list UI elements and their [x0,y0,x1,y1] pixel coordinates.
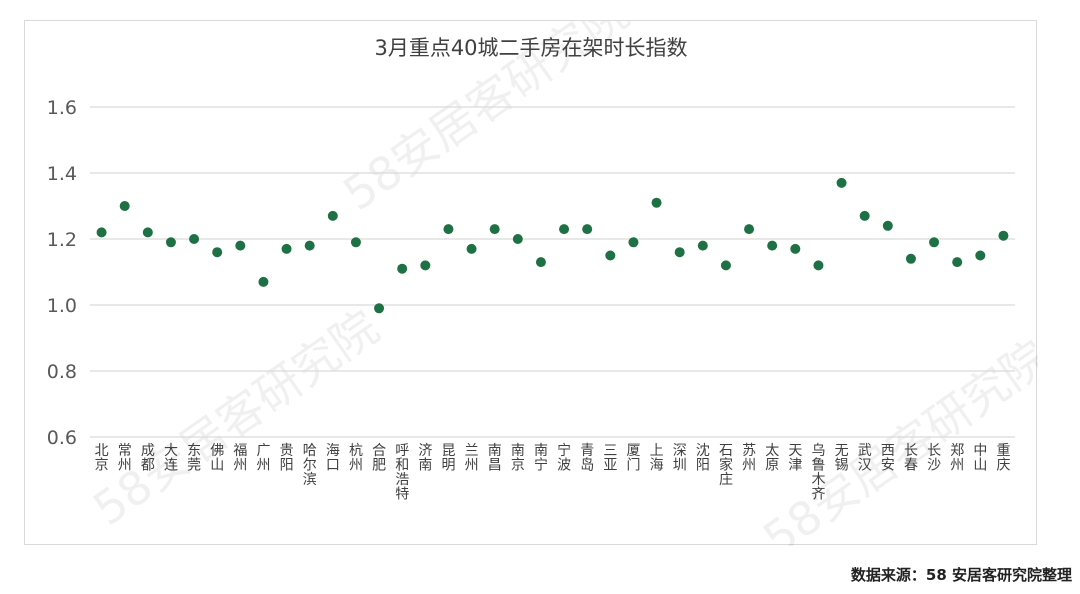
x-category-label: 青岛 [580,443,594,474]
x-category-label: 济南 [418,443,432,474]
x-category-label: 长沙 [927,443,941,474]
x-category-label: 重庆 [996,443,1010,474]
data-point [859,210,870,221]
data-point [813,260,824,271]
chart-title: 3月重点40城二手房在架时长指数 [374,36,687,60]
data-point [165,237,176,248]
data-point [350,237,361,248]
x-category-label: 沈阳 [696,443,710,474]
data-point [767,240,778,251]
x-category-label: 长春 [904,443,918,474]
data-point [929,237,940,248]
data-point [374,303,385,314]
data-point [952,257,963,268]
data-point [397,263,408,274]
x-category-label: 中山 [973,443,987,474]
x-category-label: 贵阳 [280,443,294,474]
data-point [212,247,223,258]
x-category-label: 海口 [326,443,340,474]
data-point [258,276,269,287]
x-category-label: 南昌 [488,443,502,474]
data-point [119,201,130,211]
data-point [720,260,731,271]
y-tick-label: 1.0 [47,295,77,317]
x-axis-categories: 北京常州成都大连东莞佛山福州广州贵阳哈尔滨海口杭州合肥呼和浩特济南昆明兰州南昌南… [95,442,1011,503]
x-category-label: 广州 [256,443,270,474]
x-category-label: 太原 [765,443,779,474]
x-category-label: 东莞 [187,443,201,474]
data-point [443,224,454,235]
x-category-label: 兰州 [465,443,479,474]
data-point [998,230,1009,241]
x-category-label: 上海 [650,443,664,474]
x-category-label: 天津 [788,443,802,474]
x-category-label: 成都 [141,443,155,474]
data-point [304,240,315,251]
data-point [836,177,847,188]
data-point [559,224,570,235]
y-tick-label: 1.2 [47,229,77,251]
data-point [512,234,523,244]
x-category-label: 南宁 [534,443,548,474]
data-point [651,197,662,208]
data-point [905,253,916,264]
x-category-label: 三亚 [603,443,617,474]
x-category-label: 常州 [118,443,132,474]
gridlines [90,106,1015,438]
x-category-label: 苏州 [742,443,756,474]
data-point [674,247,685,258]
watermark-text: 58安居客研究院 [753,330,1038,546]
source-note: 数据来源：58 安居客研究院整理 [850,566,1072,584]
x-category-label: 武汉 [858,443,872,474]
x-category-label: 乌鲁木齐 [811,443,825,503]
data-point [605,250,616,261]
data-point [535,257,546,268]
data-point [281,243,292,254]
x-category-label: 合肥 [372,443,386,474]
x-category-label: 佛山 [210,443,224,474]
x-category-label: 宁波 [557,442,571,474]
x-category-label: 哈尔滨 [303,443,317,488]
x-category-label: 深圳 [673,443,687,474]
data-point [975,250,986,261]
y-tick-label: 1.6 [47,97,77,119]
y-tick-label: 1.4 [47,163,77,185]
data-point [697,240,708,251]
data-point [189,234,200,244]
y-axis-ticks: 0.6 0.8 1.0 1.2 1.4 1.6 [47,97,77,449]
y-tick-label: 0.6 [47,427,77,449]
watermark-text: 58安居客研究院 [83,300,388,536]
x-category-label: 昆明 [441,443,455,474]
data-point [96,227,107,238]
data-point [327,210,338,221]
x-category-label: 郑州 [950,443,964,474]
data-point [582,224,593,235]
x-category-label: 福州 [233,443,247,474]
data-point [744,224,755,235]
x-category-label: 西安 [881,443,895,474]
x-category-label: 南京 [511,443,525,474]
x-category-label: 杭州 [349,443,363,474]
x-category-label: 厦门 [626,443,640,474]
x-category-label: 大连 [164,443,178,474]
data-point [420,260,431,271]
data-point [790,243,801,254]
data-point [628,237,639,248]
data-point [235,240,246,251]
x-category-label: 无锡 [835,443,849,474]
x-category-label: 石家庄 [719,443,733,488]
x-category-label: 北京 [95,443,109,474]
data-point [489,224,500,235]
data-point [466,243,477,254]
x-category-label: 呼和浩特 [395,443,409,503]
chart-frame: 58安居客研究院 58安居客研究院 58安居客研究院 3月重点40城二手房在架时长指… [24,20,1038,546]
data-points [96,177,1009,314]
y-tick-label: 0.8 [47,361,77,383]
data-point [882,220,893,231]
data-point [142,227,153,238]
